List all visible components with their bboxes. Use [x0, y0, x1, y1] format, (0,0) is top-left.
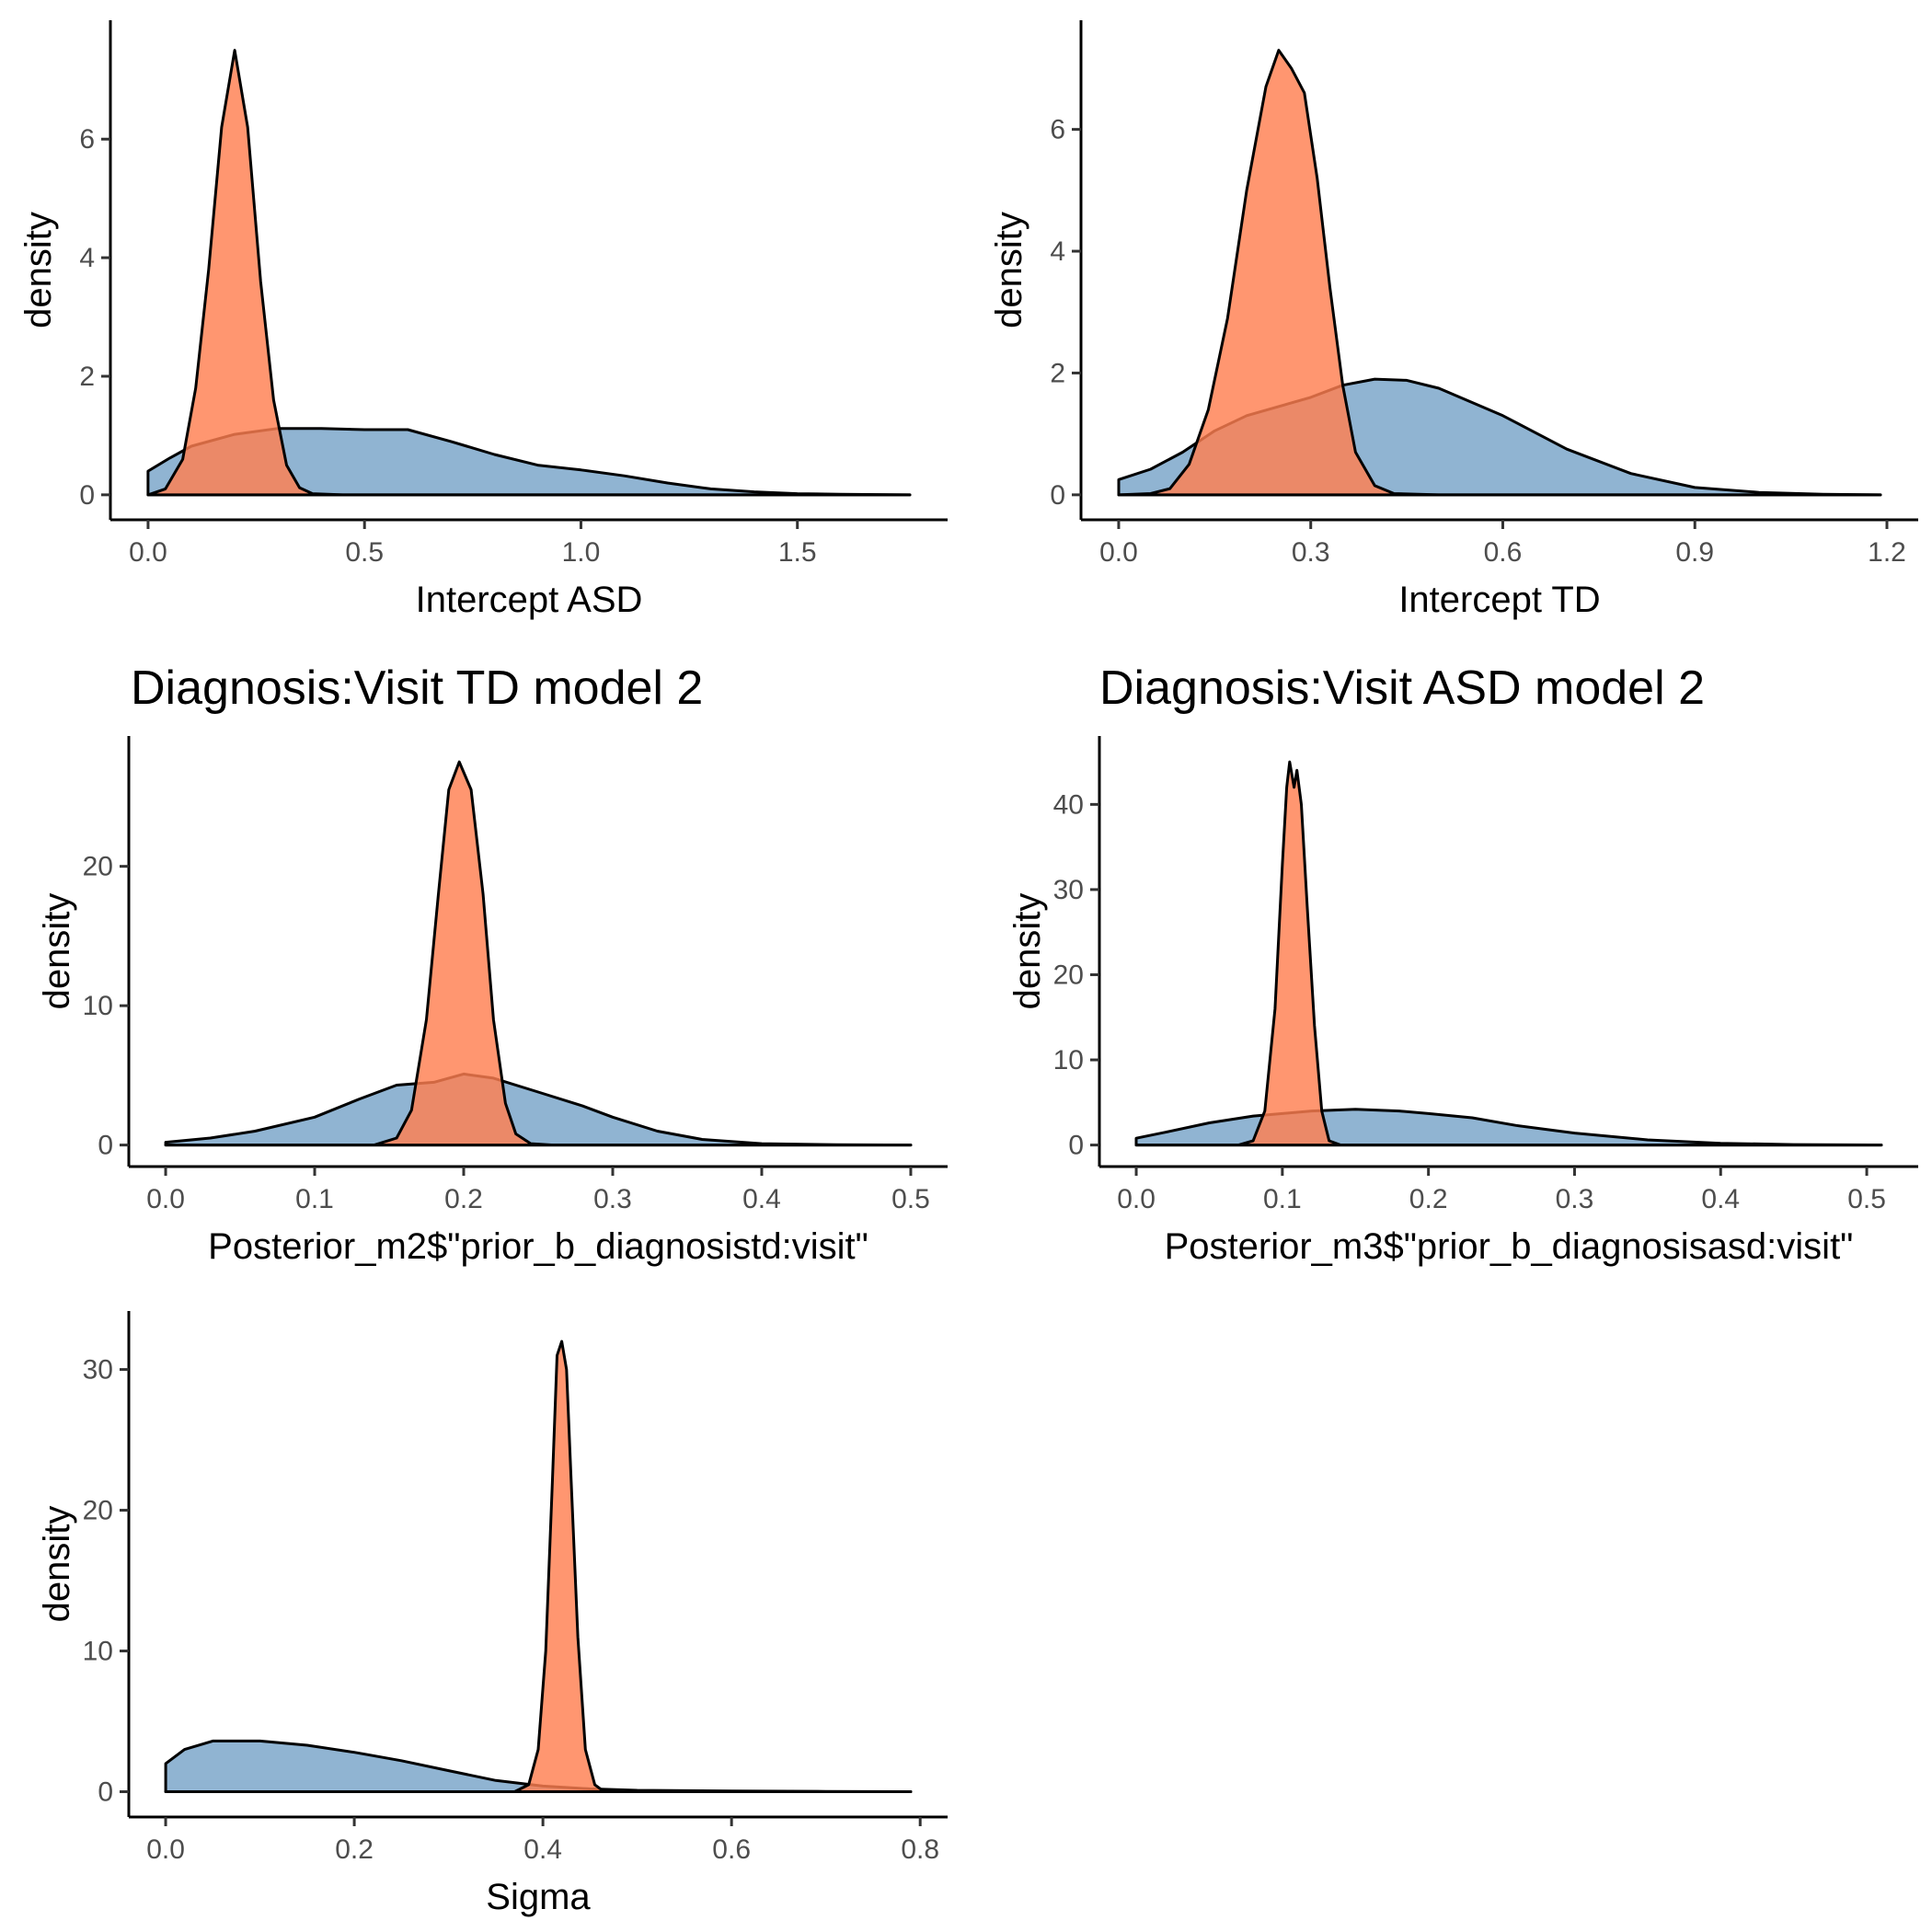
x-tick-label: 0.3 [1292, 537, 1330, 568]
plot-panel-1: 0.0 0.5 1.0 1.5 0 2 4 6 Intercept ASD density [18, 20, 948, 620]
x-tick-label: 0.5 [1847, 1184, 1886, 1214]
y-tick-label: 0 [79, 480, 95, 511]
panel-title: Diagnosis:Visit TD model 2 [131, 661, 703, 715]
y-axis-title: density [1007, 893, 1048, 1010]
x-tick-label: 0.3 [1556, 1184, 1594, 1214]
y-tick-label: 4 [1050, 236, 1065, 267]
posterior-density-area [164, 1340, 913, 1793]
posterior-density-area [146, 49, 912, 497]
x-tick-label: 0.5 [345, 537, 384, 568]
x-tick-label: 0.0 [146, 1184, 185, 1214]
x-tick-label: 0.8 [901, 1834, 939, 1865]
x-tick-label: 0.4 [523, 1834, 562, 1865]
x-tick-label: 0.4 [1701, 1184, 1740, 1214]
y-tick-label: 30 [83, 1355, 113, 1386]
y-tick-label: 0 [98, 1777, 113, 1808]
x-axis-title: Intercept ASD [416, 580, 643, 620]
x-tick-label: 0.0 [1099, 537, 1138, 568]
panel-title: Diagnosis:Visit ASD model 2 [1099, 661, 1705, 715]
y-tick-label: 10 [1053, 1045, 1084, 1075]
prior-density-area [1134, 1108, 1883, 1147]
y-tick-label: 0 [1068, 1131, 1084, 1161]
x-tick-label: 1.2 [1868, 537, 1906, 568]
plot-panel-2: 0.0 0.3 0.6 0.9 1.2 0 2 4 6 Intercept TD density [989, 20, 1918, 620]
x-tick-label: 0.0 [1117, 1184, 1156, 1214]
x-tick-label: 0.2 [1409, 1184, 1448, 1214]
y-tick-label: 6 [79, 124, 95, 155]
x-tick-label: 0.0 [146, 1834, 185, 1865]
x-tick-label: 0.4 [742, 1184, 781, 1214]
y-tick-label: 20 [83, 1496, 113, 1526]
y-tick-label: 40 [1053, 789, 1084, 820]
y-tick-label: 20 [1053, 960, 1084, 990]
y-tick-label: 2 [79, 362, 95, 392]
y-tick-label: 10 [83, 991, 113, 1021]
y-axis-title: density [18, 212, 59, 328]
x-tick-label: 1.5 [778, 537, 817, 568]
x-tick-label: 0.6 [712, 1834, 751, 1865]
x-tick-label: 0.2 [335, 1834, 374, 1865]
y-axis-title: density [989, 212, 1029, 328]
x-tick-label: 1.0 [562, 537, 601, 568]
y-tick-label: 20 [83, 852, 113, 882]
x-axis-title: Posterior_m2$"prior_b_diagnosistd:visit" [208, 1226, 868, 1267]
y-tick-label: 4 [79, 243, 95, 273]
x-tick-label: 0.1 [1263, 1184, 1302, 1214]
x-tick-label: 0.0 [129, 537, 167, 568]
posterior-density-area [1117, 49, 1882, 497]
plot-panel-5: 0.0 0.2 0.4 0.6 0.8 0 10 20 30 Sigma density [37, 1311, 948, 1917]
x-tick-label: 0.5 [891, 1184, 930, 1214]
y-tick-label: 6 [1050, 115, 1065, 145]
x-tick-label: 0.2 [444, 1184, 483, 1214]
plot-panel-3: 0.0 0.1 0.2 0.3 0.4 0.5 0 10 20 Posterior_m2$"pri… [37, 661, 948, 1267]
y-tick-label: 2 [1050, 358, 1065, 388]
x-tick-label: 0.6 [1484, 537, 1523, 568]
y-axis-title: density [37, 1506, 77, 1623]
plot-panel-4: 0.0 0.1 0.2 0.3 0.4 0.5 0 10 20 30 40 Posterior_m3$… [1007, 661, 1918, 1267]
y-tick-label: 30 [1053, 875, 1084, 905]
x-axis-title: Sigma [486, 1877, 591, 1917]
posterior-density-area [1134, 760, 1883, 1147]
posterior-density-area [164, 760, 913, 1147]
y-tick-label: 0 [1050, 480, 1065, 511]
x-tick-label: 0.9 [1675, 537, 1714, 568]
x-axis-title: Posterior_m3$"prior_b_diagnosisasd:visit… [1165, 1226, 1854, 1267]
y-tick-label: 0 [98, 1131, 113, 1161]
y-axis-title: density [37, 893, 77, 1010]
prior-density-area [164, 1072, 913, 1147]
x-tick-label: 0.1 [295, 1184, 334, 1214]
x-axis-title: Intercept TD [1398, 580, 1600, 620]
y-tick-label: 10 [83, 1637, 113, 1667]
x-tick-label: 0.3 [593, 1184, 632, 1214]
